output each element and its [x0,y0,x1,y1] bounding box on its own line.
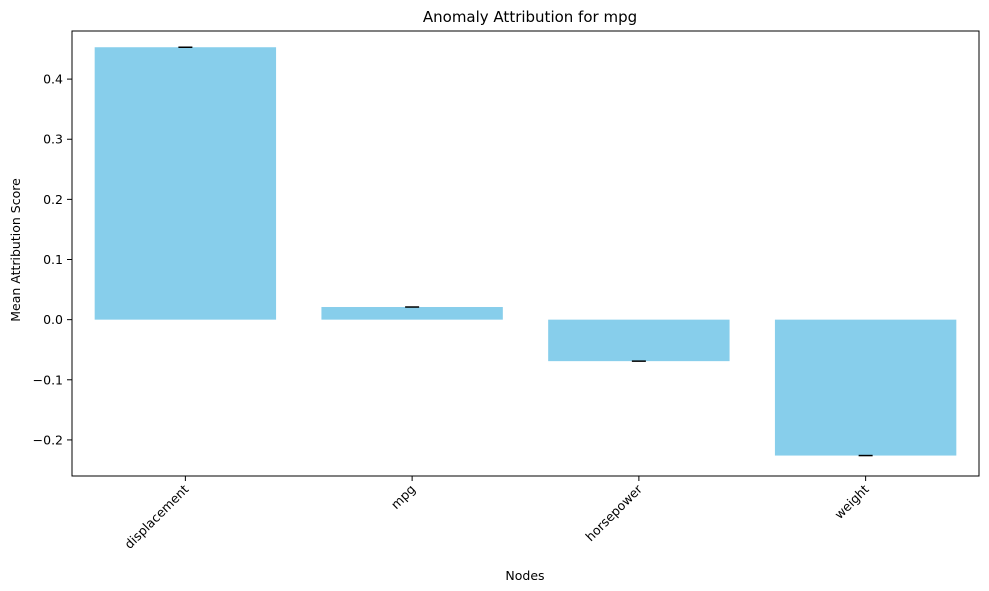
bar-weight [774,319,957,456]
y-tick-label: −0.2 [33,432,63,447]
y-axis-label: Mean Attribution Score [8,178,23,322]
axes-frame [71,30,980,477]
x-tick-label: mpg [388,482,418,512]
y-tick-label: 0.1 [43,252,63,267]
x-tick-label: weight [831,481,871,521]
bar-horsepower [548,319,730,362]
x-axis-label: Nodes [505,568,544,583]
y-tick-label: 0.2 [43,192,63,207]
y-tick-label: −0.1 [33,372,63,387]
chart-title: Anomaly Attribution for mpg [423,8,637,26]
x-tick-label: horsepower [582,481,645,544]
y-tick-label: 0.4 [43,72,63,87]
bar-displacement [94,47,277,320]
y-tick-label: 0.0 [43,312,63,327]
y-tick-label: 0.3 [43,132,63,147]
x-tick-label: displacement [121,481,191,551]
bar-mpg [321,307,503,320]
plot-area: −0.2 −0.1 0.0 0.1 0.2 0.3 0.4 displacement mpg ho… [33,30,980,552]
